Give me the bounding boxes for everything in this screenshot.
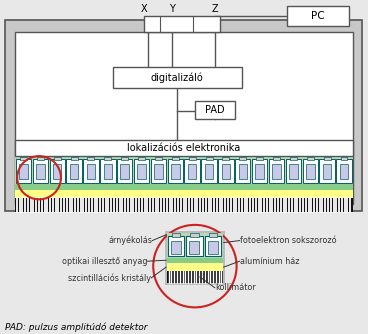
Bar (83, 159, 99, 183)
Text: kollimátor: kollimátor (215, 283, 255, 292)
Bar (340, 164, 348, 179)
Bar (37, 157, 44, 160)
Text: optikai illesztő anyag: optikai illesztő anyag (62, 257, 147, 266)
Bar (88, 157, 95, 160)
Text: PAD: pulzus amplitúdó detektor: PAD: pulzus amplitúdó detektor (6, 322, 148, 332)
Bar (167, 271, 223, 283)
Bar (323, 164, 332, 179)
Bar (6, 20, 362, 211)
Bar (190, 240, 199, 254)
Bar (287, 6, 349, 25)
Bar (307, 157, 314, 160)
Bar (184, 159, 200, 183)
Bar (286, 159, 301, 183)
Bar (205, 164, 213, 179)
Bar (168, 159, 183, 183)
Bar (15, 184, 353, 189)
Bar (340, 157, 347, 160)
Bar (151, 159, 166, 183)
Bar (50, 159, 65, 183)
Bar (324, 157, 330, 160)
Bar (186, 236, 203, 256)
Bar (155, 157, 162, 160)
Bar (53, 164, 61, 179)
Bar (189, 157, 196, 160)
Bar (195, 101, 235, 119)
Bar (188, 164, 197, 179)
Bar (206, 157, 213, 160)
Bar (239, 157, 246, 160)
Bar (15, 156, 353, 184)
Bar (15, 140, 353, 156)
Bar (105, 157, 111, 160)
Bar (71, 157, 78, 160)
Bar (171, 164, 180, 179)
Bar (222, 164, 230, 179)
Bar (235, 159, 251, 183)
Bar (319, 159, 335, 183)
Bar (15, 32, 353, 204)
Text: PC: PC (311, 11, 325, 21)
Bar (168, 236, 184, 256)
Bar (15, 189, 353, 198)
Bar (167, 263, 223, 271)
Bar (19, 164, 28, 179)
Text: alumínium ház: alumínium ház (240, 257, 299, 266)
Text: Y: Y (169, 4, 175, 14)
Bar (167, 233, 223, 258)
Bar (171, 240, 181, 254)
Bar (209, 233, 217, 237)
Text: X: X (141, 4, 148, 14)
Bar (70, 164, 78, 179)
Bar (154, 164, 163, 179)
Bar (273, 157, 280, 160)
Bar (117, 159, 132, 183)
Bar (33, 159, 48, 183)
Bar (20, 157, 27, 160)
Text: PAD: PAD (205, 105, 224, 115)
Bar (100, 159, 116, 183)
Text: digitalizáló: digitalizáló (151, 72, 204, 83)
Bar (205, 236, 221, 256)
Bar (256, 157, 263, 160)
Bar (113, 67, 241, 89)
Bar (15, 198, 353, 212)
Bar (87, 164, 95, 179)
Bar (208, 240, 218, 254)
Bar (54, 157, 61, 160)
Bar (66, 159, 82, 183)
Bar (167, 258, 223, 263)
Bar (223, 157, 229, 160)
Bar (165, 231, 225, 285)
Text: fotoelektron sokszorozó: fotoelektron sokszorozó (240, 236, 336, 245)
Bar (218, 159, 234, 183)
Bar (269, 159, 284, 183)
Bar (120, 164, 129, 179)
Text: Z: Z (212, 4, 218, 14)
Bar (134, 159, 149, 183)
Bar (104, 164, 112, 179)
Bar (36, 164, 45, 179)
Bar (201, 159, 217, 183)
Bar (289, 164, 298, 179)
Bar (336, 159, 352, 183)
Text: árnyékolás: árnyékolás (108, 236, 152, 245)
Bar (138, 157, 145, 160)
Bar (272, 164, 281, 179)
Bar (255, 164, 264, 179)
Text: lokalizációs elektronika: lokalizációs elektronika (127, 143, 241, 153)
Bar (302, 159, 318, 183)
Bar (16, 159, 31, 183)
Bar (172, 157, 179, 160)
Bar (238, 164, 247, 179)
Bar (121, 157, 128, 160)
Bar (306, 164, 315, 179)
Bar (144, 16, 220, 32)
Bar (290, 157, 297, 160)
Bar (252, 159, 268, 183)
Text: szcintillációs kristály: szcintillációs kristály (68, 273, 151, 283)
Bar (190, 233, 199, 237)
Bar (137, 164, 146, 179)
Bar (172, 233, 180, 237)
